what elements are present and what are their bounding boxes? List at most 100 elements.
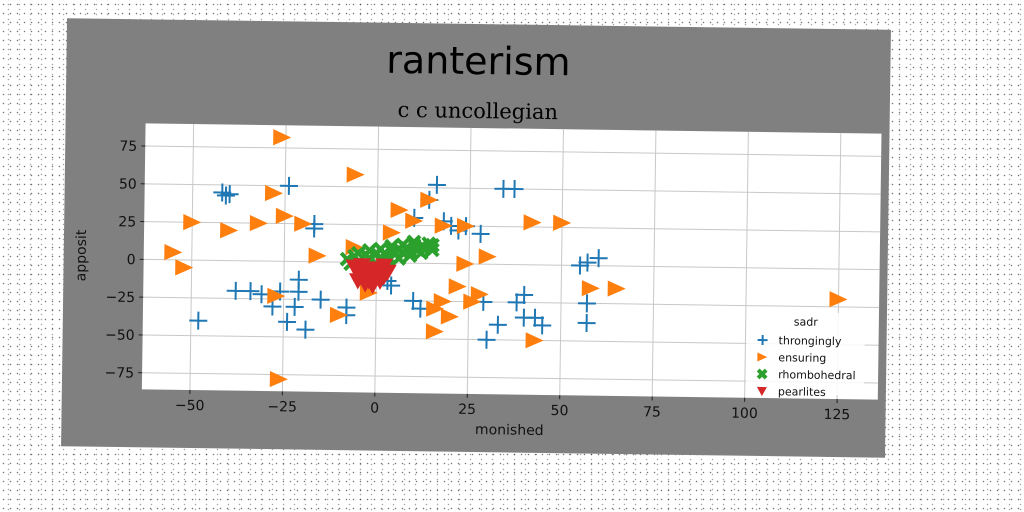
chart-card: ranterism c c uncollegian −50 −25 0 25 50 75 1… — [61, 18, 891, 458]
y-tick-label: 75 — [119, 139, 137, 155]
data-point — [553, 214, 572, 231]
data-point — [515, 285, 534, 304]
data-point — [382, 224, 401, 241]
data-point — [424, 237, 440, 253]
data-point — [189, 311, 208, 330]
x-tick-label: −50 — [175, 398, 205, 414]
data-point — [507, 293, 526, 312]
data-point — [213, 183, 232, 202]
data-point — [425, 323, 444, 340]
data-point — [405, 212, 424, 229]
legend-marker — [757, 352, 768, 362]
data-point — [285, 297, 304, 316]
data-point — [361, 242, 377, 258]
data-point — [577, 313, 596, 333]
data-point — [279, 176, 298, 195]
data-point — [577, 294, 596, 313]
data-points — [164, 129, 848, 388]
data-point — [220, 185, 239, 204]
data-point — [426, 300, 445, 317]
data-point — [456, 217, 475, 235]
data-point — [589, 249, 608, 268]
data-point — [525, 308, 544, 327]
legend-label: throngingly — [779, 334, 842, 348]
data-point — [505, 179, 524, 199]
data-point — [440, 308, 459, 325]
data-point — [308, 247, 327, 264]
y-grid-line — [145, 145, 882, 157]
data-point — [296, 320, 315, 339]
x-tick-label: 25 — [458, 402, 476, 418]
data-point — [220, 222, 239, 239]
data-point — [427, 175, 446, 194]
legend-label: ensuring — [778, 351, 826, 365]
x-axis-label: monished — [475, 422, 544, 439]
data-point — [164, 244, 183, 261]
data-point — [471, 224, 490, 243]
data-point — [433, 293, 452, 310]
data-point — [273, 129, 292, 146]
data-point — [337, 298, 356, 317]
data-point — [390, 201, 409, 219]
data-point — [329, 306, 348, 323]
legend-title: sadr — [794, 315, 819, 328]
data-point — [346, 166, 365, 183]
chart-title: ranterism — [386, 38, 571, 85]
data-point — [525, 332, 544, 349]
y-tick-label: −75 — [104, 365, 134, 381]
data-point — [216, 186, 235, 205]
legend-marker — [756, 386, 767, 397]
data-point — [607, 280, 626, 297]
scatter-chart: ranterism c c uncollegian −50 −25 0 25 50 75 1… — [73, 38, 882, 439]
x-grid-line — [466, 127, 472, 394]
data-point — [581, 280, 600, 297]
x-grid-line — [189, 124, 195, 391]
data-point — [488, 315, 507, 334]
data-point — [413, 245, 429, 261]
data-point — [264, 184, 284, 202]
data-point — [571, 256, 590, 275]
y-axis-label: apposit — [73, 229, 90, 281]
legend-marker — [757, 334, 768, 346]
data-point — [241, 282, 260, 301]
data-point — [275, 207, 294, 224]
chart-subtitle: c c uncollegian — [397, 98, 558, 124]
data-point — [175, 259, 194, 276]
legend-label: rhombohedral — [778, 368, 856, 382]
x-tick-label: 50 — [550, 403, 568, 419]
series-pearlites — [345, 258, 397, 295]
data-point — [311, 290, 330, 309]
y-tick-label: 0 — [127, 252, 136, 268]
y-tick-label: 50 — [119, 176, 137, 192]
y-tick-label: −50 — [105, 327, 135, 343]
data-point — [406, 234, 422, 250]
data-point — [294, 215, 313, 232]
data-point — [434, 217, 453, 234]
data-point — [420, 191, 439, 208]
data-point — [278, 312, 297, 331]
data-point — [267, 287, 286, 304]
x-tick-label: 75 — [643, 404, 661, 420]
x-tick-label: 0 — [370, 401, 379, 417]
data-point — [395, 237, 411, 253]
data-point — [305, 219, 324, 238]
y-grid-line — [143, 258, 880, 271]
data-point — [448, 278, 467, 295]
x-grid-line — [559, 129, 564, 396]
y-tick-label: 25 — [118, 214, 136, 230]
data-point — [424, 242, 440, 258]
data-point — [289, 270, 308, 289]
x-tick-label: −25 — [267, 399, 297, 415]
data-point — [578, 253, 597, 272]
data-point — [404, 291, 423, 310]
series-ensuring — [164, 129, 848, 388]
data-point — [373, 241, 389, 257]
legend-marker — [756, 368, 768, 380]
data-point — [533, 316, 552, 335]
data-point — [352, 258, 371, 275]
legend-label: pearlites — [778, 385, 826, 399]
data-point — [382, 276, 401, 295]
data-point — [478, 248, 497, 265]
data-point — [523, 214, 542, 231]
data-point — [384, 238, 400, 254]
